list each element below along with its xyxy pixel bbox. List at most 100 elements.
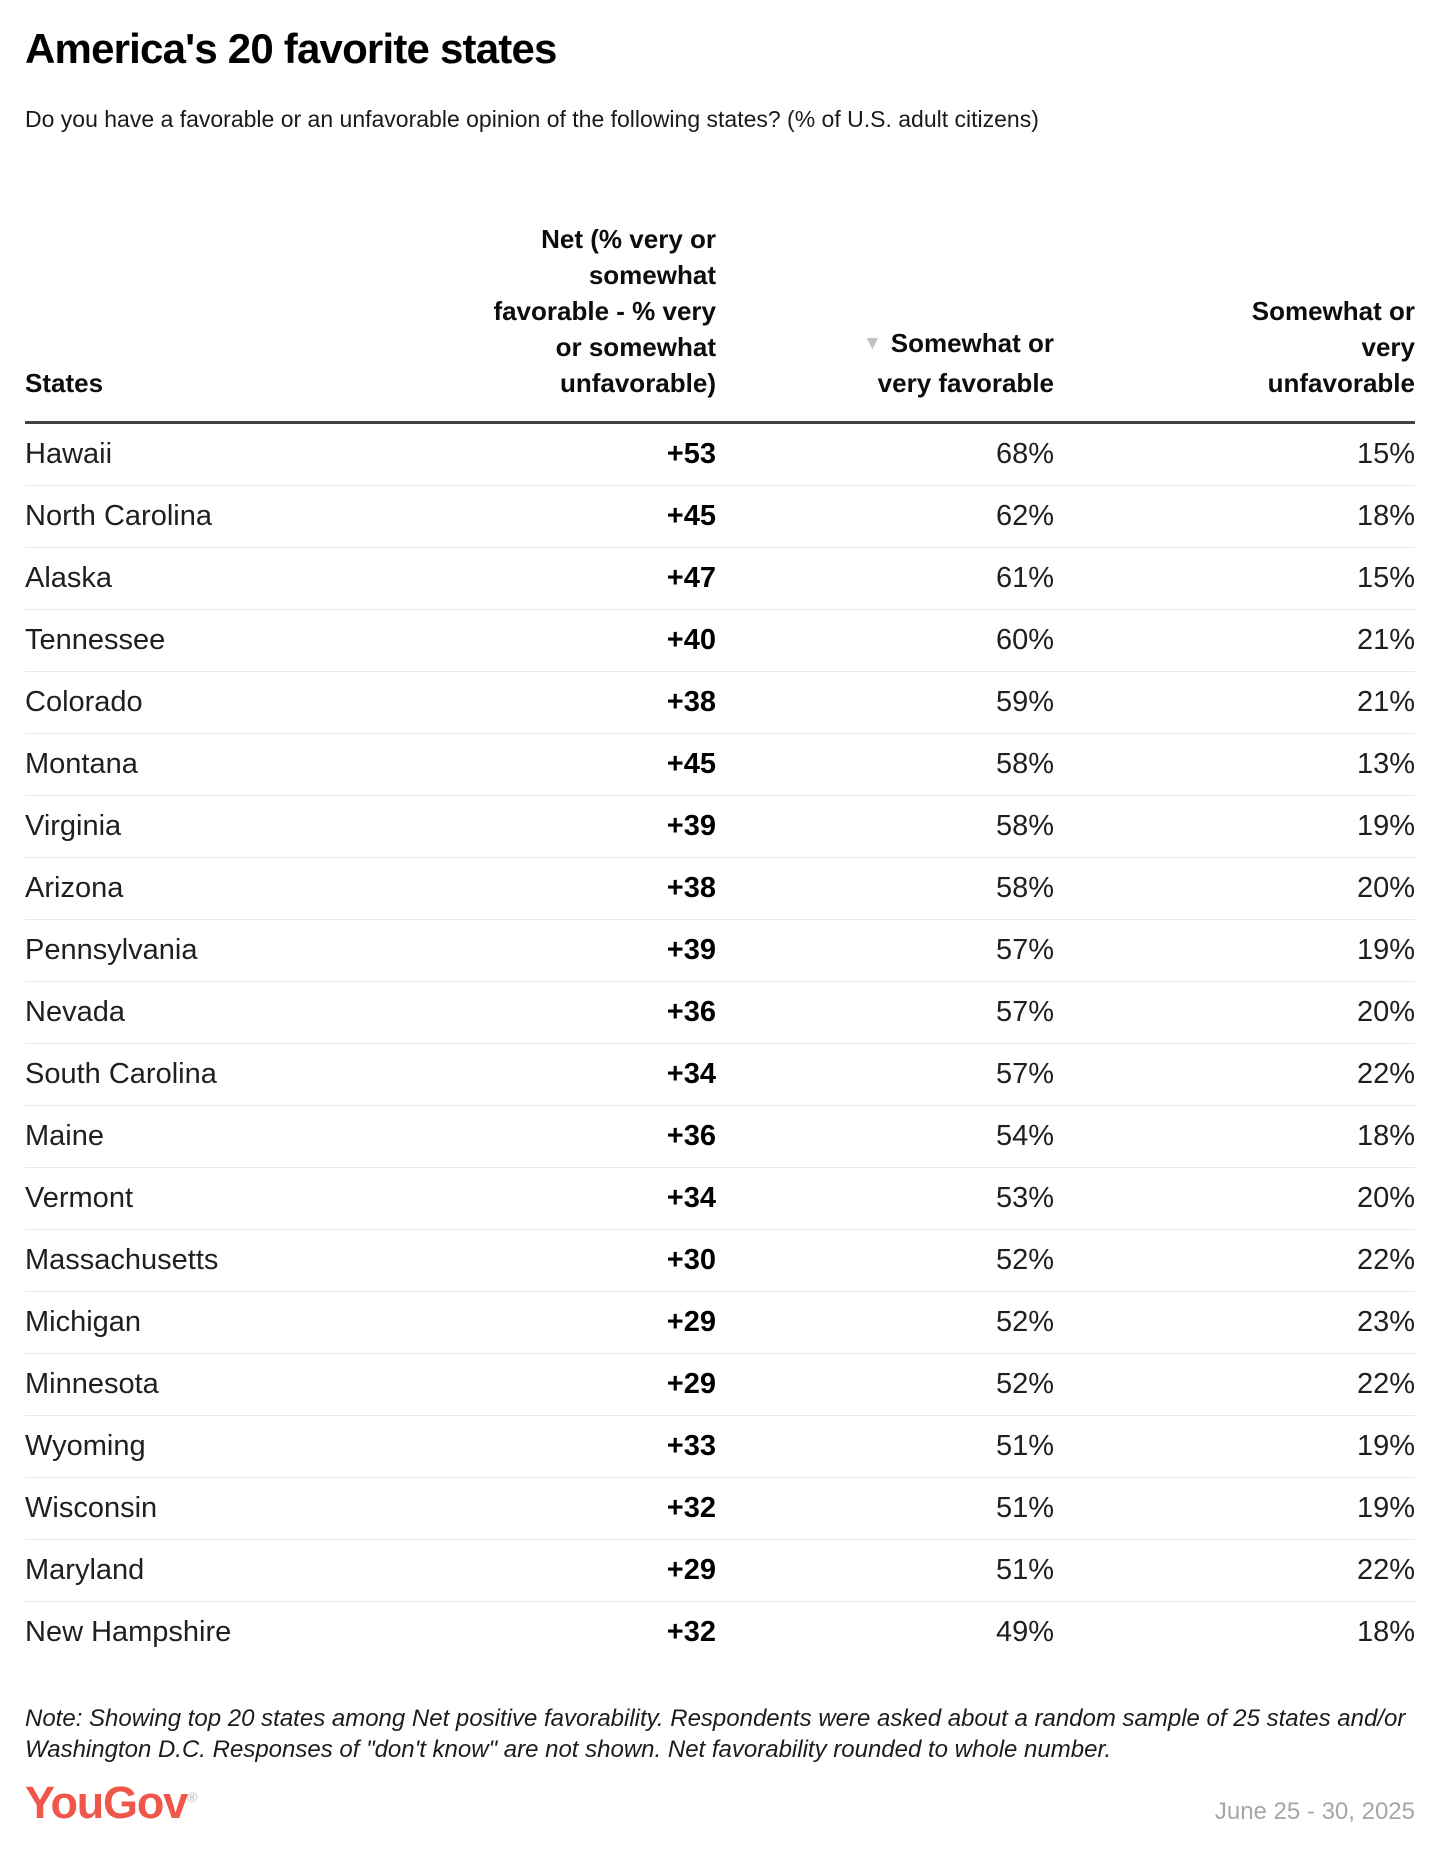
net-favorability-value: +53: [666, 438, 716, 470]
favorable-value: 59%: [995, 686, 1054, 718]
unfavorable-value: 20%: [1356, 872, 1415, 904]
favorable-value: 68%: [995, 438, 1054, 470]
table-row: Tennessee +40 60% 21%: [25, 609, 1415, 672]
registered-trademark-icon: ®: [186, 1789, 198, 1805]
unfavorable-value: 13%: [1356, 748, 1415, 780]
unfavorable-value: 20%: [1356, 996, 1415, 1028]
state-name: Massachusetts: [25, 1244, 219, 1276]
yougov-logo: YouGov®: [25, 1773, 197, 1827]
column-header-unfavorable: Somewhat or very unfavorable: [1251, 296, 1415, 398]
net-favorability-value: +32: [666, 1616, 716, 1648]
net-favorability-value: +45: [666, 748, 716, 780]
table-row: Vermont +34 53% 20%: [25, 1167, 1415, 1230]
net-favorability-value: +39: [666, 934, 716, 966]
net-favorability-value: +40: [666, 624, 716, 656]
table-row: Nevada +36 57% 20%: [25, 981, 1415, 1044]
table-row: Massachusetts +30 52% 22%: [25, 1229, 1415, 1292]
table-row: South Carolina +34 57% 22%: [25, 1043, 1415, 1106]
state-name: Michigan: [25, 1306, 142, 1338]
state-name: Nevada: [25, 996, 125, 1028]
unfavorable-value: 19%: [1356, 810, 1415, 842]
favorable-value: 54%: [995, 1120, 1054, 1152]
state-name: Colorado: [25, 686, 143, 718]
net-favorability-value: +29: [666, 1306, 716, 1338]
page-title: America's 20 favorite states: [25, 25, 557, 72]
column-header-states: States: [25, 368, 104, 398]
table-row: Wisconsin +32 51% 19%: [25, 1477, 1415, 1540]
favorable-value: 57%: [995, 934, 1054, 966]
favorable-value: 57%: [995, 996, 1054, 1028]
table-row: Hawaii +53 68% 15%: [25, 423, 1415, 486]
states-table-body: Hawaii +53 68% 15% North Carolina +45 62…: [25, 423, 1415, 1664]
favorable-value: 60%: [995, 624, 1054, 656]
unfavorable-value: 23%: [1356, 1306, 1415, 1338]
table-row: Alaska +47 61% 15%: [25, 547, 1415, 610]
table-row: Minnesota +29 52% 22%: [25, 1353, 1415, 1416]
net-favorability-value: +34: [666, 1058, 716, 1090]
net-favorability-value: +30: [666, 1244, 716, 1276]
footer: YouGov® June 25 - 30, 2025: [25, 1773, 1415, 1827]
subtitle-question: Do you have a favorable or an unfavorabl…: [25, 106, 1039, 132]
net-favorability-value: +39: [666, 810, 716, 842]
table-row: Maryland +29 51% 22%: [25, 1539, 1415, 1602]
favorable-value: 53%: [995, 1182, 1054, 1214]
unfavorable-value: 19%: [1356, 1492, 1415, 1524]
favorable-value: 52%: [995, 1244, 1054, 1276]
favorable-value: 61%: [995, 562, 1054, 594]
footnote: Note: Showing top 20 states among Net po…: [25, 1705, 1406, 1763]
net-favorability-value: +34: [666, 1182, 716, 1214]
state-name: Arizona: [25, 872, 124, 904]
net-favorability-value: +45: [666, 500, 716, 532]
infographic-page: America's 20 favorite states Do you have…: [0, 26, 1440, 1827]
table-row: New Hampshire +32 49% 18%: [25, 1601, 1415, 1664]
unfavorable-value: 19%: [1356, 1430, 1415, 1462]
net-favorability-value: +36: [666, 996, 716, 1028]
favorable-value: 51%: [995, 1554, 1054, 1586]
state-name: North Carolina: [25, 500, 212, 532]
table-row: Virginia +39 58% 19%: [25, 795, 1415, 858]
favorable-value: 51%: [995, 1430, 1054, 1462]
net-favorability-value: +33: [666, 1430, 716, 1462]
unfavorable-value: 15%: [1356, 562, 1415, 594]
state-name: Hawaii: [25, 438, 113, 470]
state-name: Montana: [25, 748, 138, 780]
favorable-value: 62%: [995, 500, 1054, 532]
state-name: Maryland: [25, 1554, 145, 1586]
favorable-value: 57%: [995, 1058, 1054, 1090]
unfavorable-value: 22%: [1356, 1244, 1415, 1276]
table-row: Pennsylvania +39 57% 19%: [25, 919, 1415, 982]
favorable-value: 52%: [995, 1368, 1054, 1400]
yougov-logo-text: YouGov: [25, 1777, 188, 1828]
unfavorable-value: 18%: [1356, 1616, 1415, 1648]
state-name: Vermont: [25, 1182, 133, 1214]
favorable-value: 52%: [995, 1306, 1054, 1338]
sort-descending-icon: ▼: [862, 333, 882, 354]
state-name: Maine: [25, 1120, 104, 1152]
state-name: Minnesota: [25, 1368, 159, 1400]
favorable-value: 58%: [995, 810, 1054, 842]
table-row: Wyoming +33 51% 19%: [25, 1415, 1415, 1478]
column-header-favorable[interactable]: ▼ Somewhat or very favorable: [716, 221, 1054, 423]
state-name: Virginia: [25, 810, 122, 842]
unfavorable-value: 22%: [1356, 1554, 1415, 1586]
net-favorability-value: +36: [666, 1120, 716, 1152]
net-favorability-value: +47: [666, 562, 716, 594]
unfavorable-value: 15%: [1356, 438, 1415, 470]
column-header-favorable-label: Somewhat or very favorable: [877, 328, 1054, 398]
favorable-value: 51%: [995, 1492, 1054, 1524]
unfavorable-value: 18%: [1356, 500, 1415, 532]
favorable-value: 58%: [995, 748, 1054, 780]
net-favorability-value: +29: [666, 1554, 716, 1586]
state-name: Wyoming: [25, 1430, 146, 1462]
unfavorable-value: 21%: [1356, 624, 1415, 656]
favorable-value: 58%: [995, 872, 1054, 904]
unfavorable-value: 21%: [1356, 686, 1415, 718]
states-favorability-table: States Net (% very or somewhat favorable…: [25, 221, 1415, 1663]
unfavorable-value: 22%: [1356, 1058, 1415, 1090]
state-name: Wisconsin: [25, 1492, 158, 1524]
table-row: Maine +36 54% 18%: [25, 1105, 1415, 1168]
unfavorable-value: 18%: [1356, 1120, 1415, 1152]
net-favorability-value: +32: [666, 1492, 716, 1524]
net-favorability-value: +29: [666, 1368, 716, 1400]
table-row: Montana +45 58% 13%: [25, 733, 1415, 796]
